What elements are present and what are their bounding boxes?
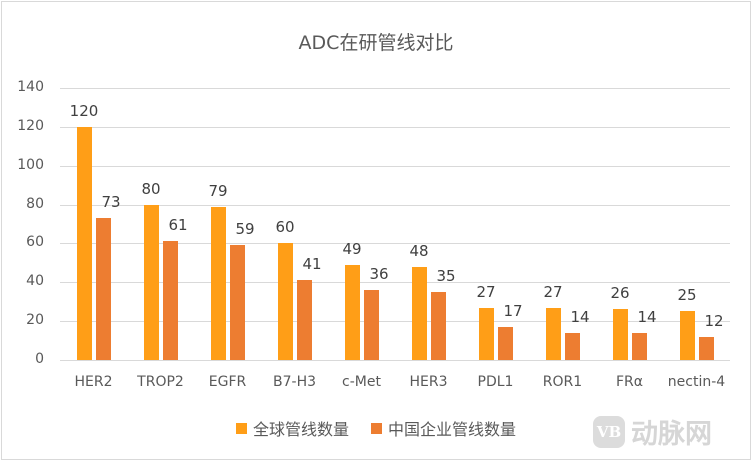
data-label: 80 bbox=[141, 179, 161, 198]
x-tick-label: TROP2 bbox=[137, 374, 184, 390]
data-label: 35 bbox=[436, 267, 456, 285]
data-label: 36 bbox=[369, 265, 389, 284]
legend-label-global: 全球管线数量 bbox=[252, 420, 349, 439]
data-label: 25 bbox=[677, 286, 697, 305]
bar-global bbox=[478, 307, 494, 360]
data-label: 27 bbox=[543, 282, 563, 301]
bar-global bbox=[612, 309, 628, 360]
legend-label-china: 中国企业管线数量 bbox=[388, 420, 517, 439]
bar-china bbox=[162, 241, 178, 360]
bar-global bbox=[210, 206, 226, 360]
y-tick-label: 0 bbox=[35, 351, 44, 367]
data-label: 79 bbox=[208, 181, 228, 200]
legend: 全球管线数量 中国企业管线数量 bbox=[0, 416, 752, 440]
legend-swatch-global bbox=[235, 422, 247, 434]
data-label: 17 bbox=[503, 301, 523, 320]
legend-item-global: 全球管线数量 bbox=[235, 416, 349, 440]
bar-china bbox=[229, 245, 245, 360]
gridline bbox=[60, 165, 730, 167]
x-tick-label: nectin-4 bbox=[667, 374, 726, 390]
y-tick-label: 120 bbox=[17, 117, 44, 134]
bar-china bbox=[698, 336, 714, 360]
data-label: 48 bbox=[409, 241, 429, 260]
data-label: 73 bbox=[101, 193, 121, 212]
bar-china bbox=[564, 332, 580, 360]
data-label: 120 bbox=[69, 101, 99, 120]
x-tick-label: ROR1 bbox=[542, 374, 583, 390]
data-label: 14 bbox=[570, 307, 590, 326]
watermark-text: 动脉网 bbox=[631, 419, 712, 450]
y-tick-label: 100 bbox=[17, 156, 44, 173]
x-tick-label: FRα bbox=[615, 374, 643, 390]
y-tick-label: 80 bbox=[26, 195, 44, 212]
bar-global bbox=[411, 266, 427, 360]
data-label: 14 bbox=[637, 307, 657, 326]
data-label: 61 bbox=[168, 216, 188, 235]
bar-china bbox=[430, 292, 446, 360]
data-label: 59 bbox=[235, 220, 255, 239]
x-tick-label: PDL1 bbox=[477, 374, 514, 390]
bar-global bbox=[76, 126, 92, 360]
x-tick-label: B7-H3 bbox=[273, 374, 316, 390]
data-label: 49 bbox=[342, 239, 362, 258]
legend-item-china: 中国企业管线数量 bbox=[371, 416, 516, 440]
x-tick-label: c-Met bbox=[342, 374, 381, 390]
gridline bbox=[60, 321, 730, 323]
watermark: VB 动脉网 bbox=[593, 412, 712, 451]
y-tick-label: 140 bbox=[17, 79, 44, 95]
bar-china bbox=[631, 332, 647, 360]
x-tick-label: EGFR bbox=[208, 374, 247, 390]
bar-global bbox=[344, 264, 360, 360]
data-label: 12 bbox=[704, 311, 724, 330]
x-tick-label: HER2 bbox=[74, 374, 113, 390]
bar-china bbox=[497, 326, 513, 360]
x-tick-label: HER3 bbox=[409, 374, 448, 390]
chart-title: ADC在研管线对比 bbox=[298, 32, 454, 54]
bar-global bbox=[679, 311, 695, 360]
gridline bbox=[60, 282, 730, 284]
bar-china bbox=[296, 280, 312, 360]
data-label: 41 bbox=[302, 255, 322, 274]
bar-global bbox=[277, 243, 293, 360]
gridline bbox=[60, 126, 730, 128]
y-tick-label: 20 bbox=[26, 312, 44, 329]
data-label: 27 bbox=[476, 282, 496, 301]
gridline bbox=[60, 360, 730, 361]
gridline bbox=[60, 204, 730, 206]
data-label: 60 bbox=[275, 218, 295, 237]
gridline bbox=[60, 243, 730, 245]
bar-china bbox=[363, 290, 379, 360]
bar-global bbox=[143, 204, 159, 360]
data-label: 26 bbox=[610, 284, 630, 303]
watermark-logo-icon: VB bbox=[593, 415, 625, 448]
y-tick-label: 60 bbox=[26, 234, 44, 251]
y-tick-label: 40 bbox=[26, 273, 44, 290]
bar-china bbox=[95, 218, 111, 360]
legend-swatch-china bbox=[371, 422, 382, 434]
gridline bbox=[60, 88, 730, 89]
bar-global bbox=[545, 307, 561, 360]
